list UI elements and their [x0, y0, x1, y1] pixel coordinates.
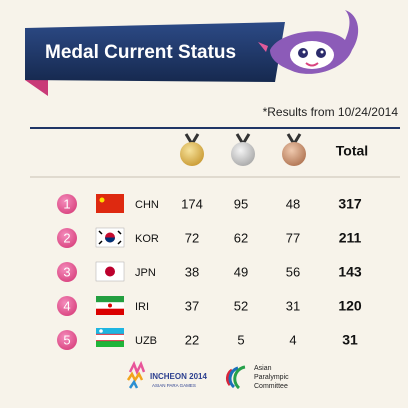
games-name: INCHEON 2014 — [150, 372, 207, 381]
rank: 2 — [63, 230, 70, 245]
table-rows: 1 CHN 174 95 48 317 2 KOR 72 62 77 211 3 JPN 38 49 56 143… — [57, 194, 362, 350]
gold-count: 72 — [185, 230, 199, 245]
country-code: IRI — [135, 301, 149, 313]
games-logo: INCHEON 2014 ASIAN PARA GAMES — [126, 360, 207, 389]
rank-badge — [57, 228, 77, 248]
gold-count: 37 — [185, 298, 199, 313]
bronze-count: 56 — [286, 264, 300, 279]
total-header: Total — [336, 143, 368, 159]
flag-uzb — [96, 328, 124, 347]
rank: 1 — [63, 196, 70, 211]
committee-logo: Asian Paralympic Committee — [225, 365, 289, 390]
medal-icons — [180, 133, 306, 166]
total-count: 211 — [339, 230, 362, 246]
silver-count: 52 — [234, 298, 248, 313]
committee-line: Asian — [254, 365, 272, 372]
rank-badge — [57, 262, 77, 282]
rank: 4 — [63, 298, 70, 313]
country-code: CHN — [135, 199, 159, 211]
silver-count: 49 — [234, 264, 248, 279]
banner — [25, 22, 285, 82]
rank: 3 — [63, 264, 70, 279]
rank-badge — [57, 194, 77, 214]
banner-fold — [25, 80, 48, 96]
flag-chn — [96, 194, 124, 213]
note: *Results from 10/24/2014 — [263, 105, 399, 119]
total-count: 143 — [338, 264, 362, 280]
bronze-count: 48 — [286, 196, 300, 211]
gold-count: 174 — [181, 196, 203, 211]
title: Medal Current Status — [45, 42, 236, 63]
rank-badge — [57, 296, 77, 316]
country-code: UZB — [135, 335, 157, 347]
games-subtitle: ASIAN PARA GAMES — [152, 383, 196, 388]
bronze-count: 77 — [286, 230, 300, 245]
mascot — [258, 10, 359, 74]
silver-count: 95 — [234, 196, 248, 211]
rank-badge — [57, 330, 77, 350]
committee-line: Committee — [254, 383, 288, 390]
gold-count: 22 — [185, 332, 199, 347]
country-code: KOR — [135, 233, 159, 245]
country-code: JPN — [135, 267, 156, 279]
flag-kor — [95, 227, 125, 248]
silver-count: 62 — [234, 230, 248, 245]
gold-count: 38 — [185, 264, 199, 279]
bronze-count: 4 — [289, 332, 296, 347]
flag-jpn — [95, 261, 125, 282]
total-count: 317 — [338, 196, 362, 212]
total-count: 31 — [342, 332, 358, 348]
bronze-count: 31 — [286, 298, 300, 313]
total-count: 120 — [338, 298, 362, 314]
committee-line: Paralympic — [254, 374, 289, 381]
flag-iri — [96, 296, 124, 315]
silver-count: 5 — [237, 332, 244, 347]
rank: 5 — [63, 332, 70, 347]
